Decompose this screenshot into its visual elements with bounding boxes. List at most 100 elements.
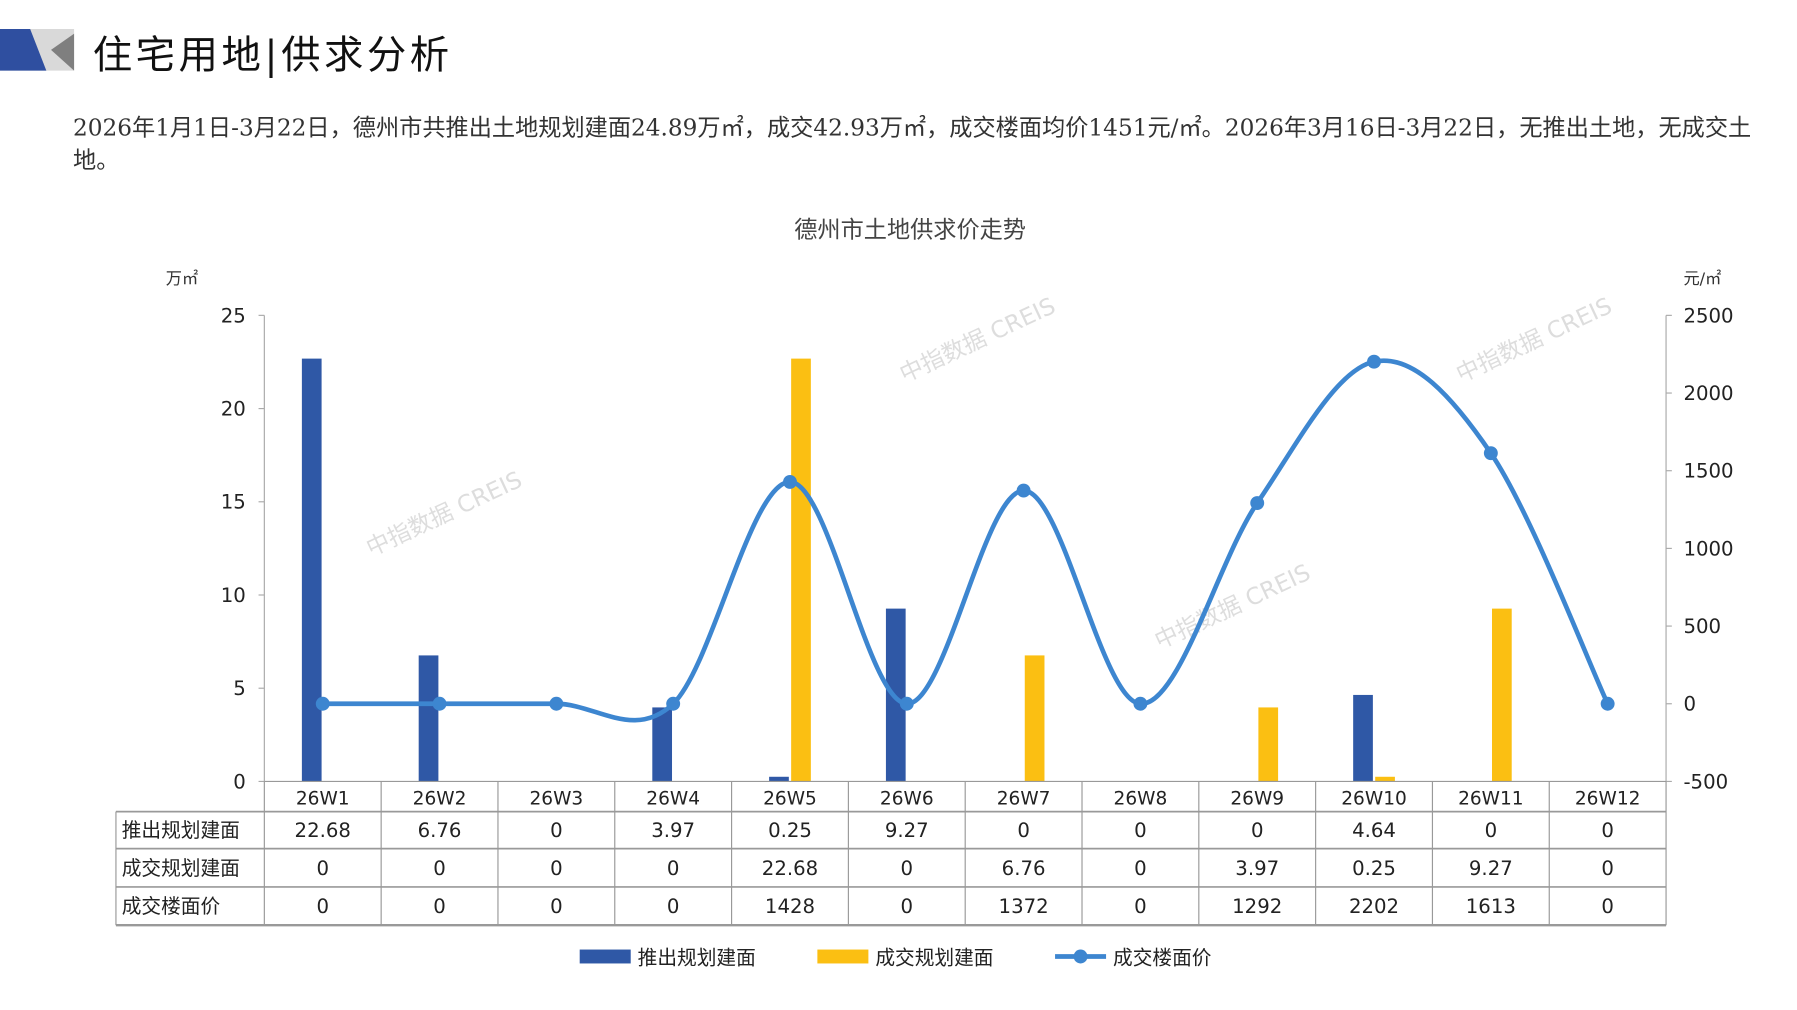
table-cell: 0 bbox=[1134, 895, 1147, 918]
table-cell: 0 bbox=[1485, 819, 1498, 842]
table-row-label: 成交规划建面 bbox=[122, 857, 240, 880]
right-tick-label: -500 bbox=[1683, 770, 1728, 793]
price-point bbox=[1483, 446, 1498, 461]
table-cell: 1292 bbox=[1232, 895, 1282, 918]
price-point bbox=[1250, 496, 1265, 510]
watermark: 中指数据 CREIS bbox=[362, 466, 526, 562]
summary-text: 2026年1月1日-3月22日，德州市共推出土地规划建面24.89万㎡，成交42… bbox=[73, 113, 1752, 174]
left-tick-label: 10 bbox=[221, 584, 246, 607]
table-cell: 0 bbox=[1134, 819, 1147, 842]
table-cell: 9.27 bbox=[885, 819, 929, 842]
category-label: 26W3 bbox=[529, 789, 583, 810]
bar-deal bbox=[1492, 608, 1512, 782]
bar-deal bbox=[791, 358, 811, 782]
category-label: 26W1 bbox=[296, 789, 350, 810]
category-label: 26W10 bbox=[1341, 789, 1407, 810]
right-tick-label: 1000 bbox=[1683, 537, 1733, 560]
price-point bbox=[899, 696, 914, 711]
category-label: 26W12 bbox=[1575, 789, 1641, 810]
table-cell: 0 bbox=[433, 857, 446, 880]
price-point bbox=[315, 696, 330, 711]
right-tick-label: 2500 bbox=[1683, 304, 1733, 327]
table-cell: 0 bbox=[1601, 895, 1614, 918]
watermark: 中指数据 CREIS bbox=[1151, 559, 1315, 655]
table-cell: 6.76 bbox=[418, 819, 462, 842]
price-line bbox=[322, 358, 1610, 723]
price-point bbox=[432, 696, 447, 711]
price-point bbox=[1133, 696, 1148, 711]
bar-supply bbox=[418, 655, 439, 782]
table-cell: 0.25 bbox=[768, 819, 812, 842]
bar-supply bbox=[769, 776, 789, 782]
category-label: 26W11 bbox=[1458, 789, 1524, 810]
category-label: 26W9 bbox=[1230, 789, 1284, 810]
price-point bbox=[783, 474, 797, 489]
watermark: 中指数据 CREIS bbox=[895, 292, 1059, 388]
category-label: 26W7 bbox=[997, 789, 1051, 810]
left-tick-label: 5 bbox=[233, 677, 246, 700]
right-tick-label: 500 bbox=[1683, 615, 1721, 638]
category-label: 26W2 bbox=[413, 789, 467, 810]
table-cell: 3.97 bbox=[1235, 857, 1279, 880]
table-cell: 0 bbox=[901, 857, 914, 880]
logo-icon bbox=[0, 28, 75, 71]
table-cell: 0 bbox=[1601, 857, 1614, 880]
category-label: 26W4 bbox=[646, 789, 700, 810]
bar-supply bbox=[652, 707, 673, 782]
legend-swatch bbox=[817, 949, 869, 964]
legend-swatch bbox=[579, 949, 631, 964]
price-point bbox=[1367, 354, 1381, 369]
table-cell: 0 bbox=[550, 857, 563, 880]
table-cell: 3.97 bbox=[651, 819, 695, 842]
right-axis-unit: 元/㎡ bbox=[1683, 269, 1721, 288]
category-label: 26W5 bbox=[763, 789, 817, 810]
table-cell: 1428 bbox=[765, 895, 815, 918]
table-cell: 1372 bbox=[999, 895, 1049, 918]
table-cell: 1613 bbox=[1466, 895, 1516, 918]
table-cell: 0 bbox=[901, 895, 914, 918]
legend-label: 推出规划建面 bbox=[638, 947, 756, 970]
table-cell: 0.25 bbox=[1352, 857, 1396, 880]
table-row-label: 推出规划建面 bbox=[122, 819, 240, 842]
right-tick-label: 1500 bbox=[1683, 460, 1733, 483]
left-tick-label: 0 bbox=[233, 770, 246, 793]
table-cell: 0 bbox=[316, 857, 329, 880]
table-row-label: 成交楼面价 bbox=[122, 895, 221, 918]
left-tick-label: 25 bbox=[221, 304, 246, 327]
page-title: 住宅用地|供求分析 bbox=[92, 32, 453, 79]
price-point bbox=[666, 696, 681, 711]
legend-marker bbox=[1073, 949, 1088, 964]
left-tick-label: 20 bbox=[221, 398, 246, 421]
table-cell: 0 bbox=[550, 819, 563, 842]
table-cell: 0 bbox=[1017, 819, 1030, 842]
price-point bbox=[1600, 696, 1615, 711]
table-cell: 0 bbox=[433, 895, 446, 918]
table-cell: 4.64 bbox=[1352, 819, 1396, 842]
table-cell: 0 bbox=[316, 895, 329, 918]
price-point bbox=[549, 696, 564, 711]
table-cell: 0 bbox=[667, 895, 680, 918]
left-tick-label: 15 bbox=[221, 491, 246, 514]
category-label: 26W6 bbox=[880, 789, 934, 810]
bar-deal bbox=[1258, 707, 1279, 782]
bar-supply bbox=[1353, 694, 1373, 782]
bar-supply bbox=[301, 358, 322, 782]
left-axis-unit: 万㎡ bbox=[166, 269, 198, 288]
table-cell: 0 bbox=[550, 895, 563, 918]
table-cell: 0 bbox=[1134, 857, 1147, 880]
category-label: 26W8 bbox=[1114, 789, 1168, 810]
table-cell: 0 bbox=[1601, 819, 1614, 842]
table-cell: 22.68 bbox=[762, 857, 818, 880]
bar-deal bbox=[1024, 655, 1045, 782]
table-cell: 9.27 bbox=[1469, 857, 1513, 880]
price-point bbox=[1016, 483, 1031, 498]
chart-title: 德州市土地供求价走势 bbox=[794, 217, 1026, 244]
right-tick-label: 0 bbox=[1683, 693, 1696, 716]
table-cell: 0 bbox=[1251, 819, 1264, 842]
table-cell: 0 bbox=[667, 857, 680, 880]
bar-deal bbox=[1375, 776, 1395, 782]
right-tick-label: 2000 bbox=[1683, 382, 1733, 405]
legend-label: 成交楼面价 bbox=[1113, 947, 1212, 970]
